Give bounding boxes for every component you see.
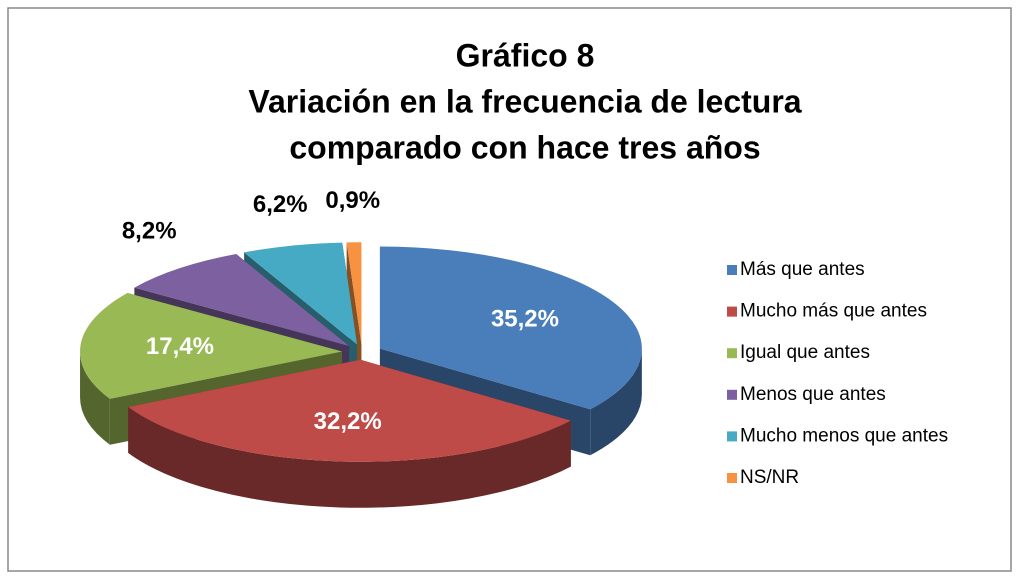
legend-swatch — [727, 389, 737, 400]
legend-label: Más que antes — [740, 259, 865, 280]
slice — [134, 254, 350, 347]
slice-group — [128, 359, 571, 508]
data-label: 17,4% — [146, 333, 214, 360]
legend-swatch — [727, 431, 737, 442]
slice — [379, 246, 642, 410]
data-label: 32,2% — [314, 408, 382, 435]
slice-wall — [590, 348, 642, 456]
legend-label: Igual que antes — [740, 342, 870, 363]
legend-swatch — [727, 265, 737, 275]
legend-label: NS/NR — [740, 467, 799, 488]
data-label: 8,2% — [122, 218, 177, 245]
slice-group — [346, 242, 362, 391]
chart-title: Variación en la frecuencia de lectura — [248, 83, 801, 119]
data-label: 0,9% — [325, 187, 380, 214]
legend-label: Mucho más que antes — [740, 301, 927, 322]
slice-wall — [80, 351, 110, 445]
slice — [244, 242, 358, 345]
chart-title: comparado con hace tres años — [289, 129, 760, 165]
slice — [128, 359, 571, 462]
data-label: 6,2% — [253, 191, 308, 218]
legend-label: Menos que antes — [740, 384, 886, 405]
legend-label: Mucho menos que antes — [740, 425, 948, 446]
slice-wall — [128, 407, 571, 508]
legend-swatch — [727, 306, 737, 317]
legend-swatch — [727, 473, 737, 483]
slice-side — [346, 242, 362, 391]
chart-title: Gráfico 8 — [456, 37, 595, 73]
slice — [346, 242, 362, 345]
data-label: 35,2% — [491, 305, 559, 332]
legend-swatch — [727, 348, 737, 359]
slice — [80, 293, 343, 399]
